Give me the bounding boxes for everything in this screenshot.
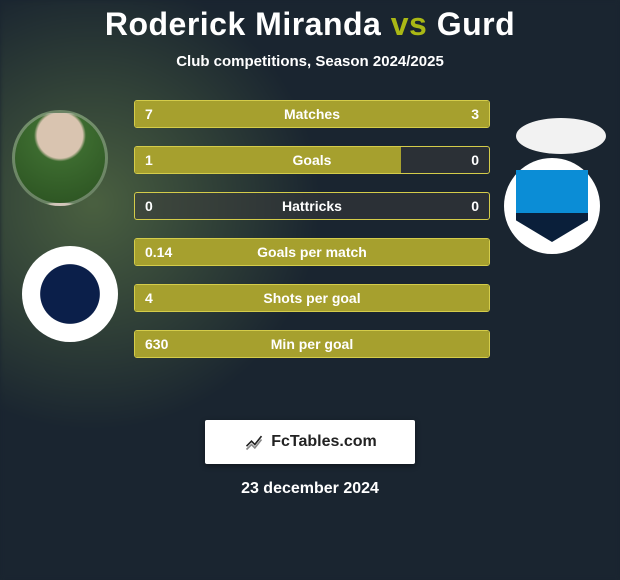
stat-label: Min per goal: [135, 336, 489, 352]
player1-avatar: [12, 110, 108, 206]
stat-row: 00Hattricks: [134, 192, 490, 220]
stat-label: Matches: [135, 106, 489, 122]
date-label: 23 december 2024: [0, 480, 620, 498]
stat-row: 0.14Goals per match: [134, 238, 490, 266]
comparison-title: Roderick Miranda vs Gurd: [0, 0, 620, 43]
stat-label: Goals per match: [135, 244, 489, 260]
chart-icon: [243, 431, 265, 453]
stat-row: 10Goals: [134, 146, 490, 174]
player2-club-badge: [504, 158, 600, 254]
stat-label: Shots per goal: [135, 290, 489, 306]
stat-bars: 73Matches 10Goals 00Hattricks 0.14Goals per…: [134, 100, 490, 358]
site-name: FcTables.com: [271, 433, 377, 451]
subtitle: Club competitions, Season 2024/2025: [0, 53, 620, 70]
vs-label: vs: [391, 6, 428, 42]
stat-row: 4Shots per goal: [134, 284, 490, 312]
player1-club-badge: [22, 246, 118, 342]
stat-label: Hattricks: [135, 198, 489, 214]
comparison-area: 73Matches 10Goals 00Hattricks 0.14Goals per…: [0, 100, 620, 400]
stat-row: 630Min per goal: [134, 330, 490, 358]
player1-name: Roderick Miranda: [105, 6, 382, 42]
player2-name: Gurd: [437, 6, 515, 42]
player2-avatar: [516, 118, 606, 154]
site-badge: FcTables.com: [205, 420, 415, 464]
stat-label: Goals: [135, 152, 489, 168]
stat-row: 73Matches: [134, 100, 490, 128]
